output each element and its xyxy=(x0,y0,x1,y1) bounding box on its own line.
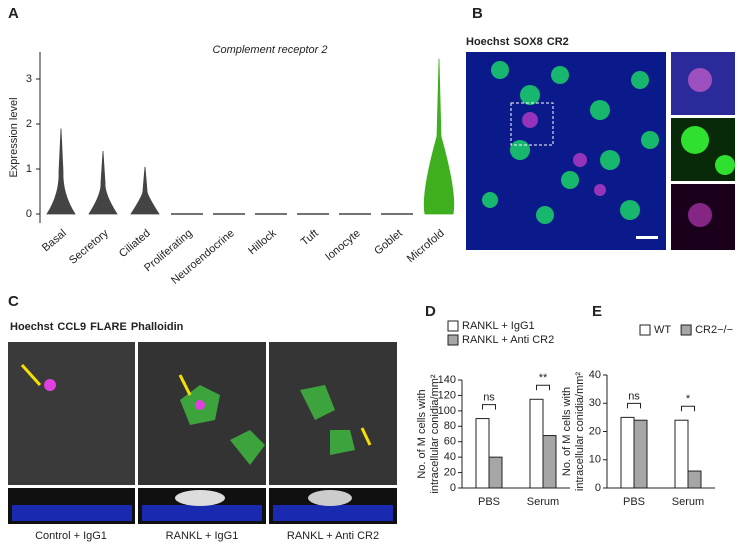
legend-text: Hoechst xyxy=(466,36,510,48)
caption: Control + IgG1 xyxy=(35,530,107,542)
y-tick-label: 40 xyxy=(589,369,601,381)
y-axis-label: intracellular conidia/mm² xyxy=(429,374,441,494)
legend-label: CR2−/− xyxy=(695,324,733,336)
scale-bar xyxy=(636,236,658,239)
x-tick-label: PBS xyxy=(478,496,500,508)
inset-cell xyxy=(681,126,709,154)
legend-swatch xyxy=(639,324,651,336)
y-axis-label: intracellular conidia/mm² xyxy=(574,372,586,492)
inset-cell xyxy=(715,155,735,175)
bar xyxy=(620,416,635,489)
y-tick-label: 30 xyxy=(589,397,601,409)
bar xyxy=(488,456,503,489)
y-tick-label: 120 xyxy=(438,389,456,401)
y-tick-label: 10 xyxy=(589,454,601,466)
bar xyxy=(529,398,544,489)
caption: RANKL + Anti CR2 xyxy=(287,530,379,542)
legend-text: Phalloidin xyxy=(131,321,184,333)
legend-text: CR2 xyxy=(547,36,569,48)
violin xyxy=(88,150,118,215)
x-tick-label: Goblet xyxy=(372,227,405,257)
x-tick-label: Ciliated xyxy=(117,227,153,260)
legend-text: Hoechst xyxy=(10,321,54,333)
inset-cell xyxy=(688,68,712,92)
y-axis-label: Expression level xyxy=(8,97,20,177)
bar xyxy=(687,470,702,489)
legend-text: SOX8 xyxy=(513,36,542,48)
legend-label: RANKL + Anti CR2 xyxy=(462,334,554,346)
x-tick-label: Serum xyxy=(527,496,559,508)
significance: ** xyxy=(539,372,548,384)
bar xyxy=(633,419,648,489)
x-tick-label: Basal xyxy=(40,227,69,254)
y-axis-label: No. of M cells with xyxy=(561,387,573,476)
x-tick-label: Hillock xyxy=(246,227,279,257)
significance: ns xyxy=(483,391,495,403)
y-tick-label: 140 xyxy=(438,374,456,386)
legend-swatch xyxy=(447,334,459,346)
violin xyxy=(423,58,455,215)
y-tick-label: 0 xyxy=(595,482,601,494)
y-tick-label: 60 xyxy=(444,436,456,448)
y-tick-label: 1 xyxy=(26,163,32,175)
y-tick-label: 80 xyxy=(444,420,456,432)
x-tick-label: Tuft xyxy=(299,227,321,248)
y-tick-label: 20 xyxy=(444,466,456,478)
legend-text: CCL9 xyxy=(57,321,86,333)
legend-swatch xyxy=(447,320,459,332)
x-tick-label: Ionocyte xyxy=(323,227,363,263)
legend-label: RANKL + IgG1 xyxy=(462,320,535,332)
significance-bracket xyxy=(536,384,550,391)
image-cr2 xyxy=(522,112,606,196)
caption: RANKL + IgG1 xyxy=(166,530,239,542)
legend-swatch xyxy=(680,324,692,336)
y-tick-label: 3 xyxy=(26,73,32,85)
x-tick-label: Secretory xyxy=(67,227,111,267)
significance: ns xyxy=(628,390,640,402)
panel-label: D xyxy=(425,303,436,320)
panel-label: C xyxy=(8,293,19,310)
bar xyxy=(475,418,490,489)
significance: * xyxy=(686,393,691,405)
bar xyxy=(542,435,557,489)
bar xyxy=(674,419,689,489)
panel-label: B xyxy=(472,5,483,22)
x-tick-label: PBS xyxy=(623,496,645,508)
legend-label: WT xyxy=(654,324,671,336)
inset-cell xyxy=(688,203,712,227)
inset-box xyxy=(510,102,554,146)
y-tick-label: 20 xyxy=(589,425,601,437)
x-tick-label: Microfold xyxy=(405,227,447,265)
chart-title: Complement receptor 2 xyxy=(213,44,328,56)
y-axis-label: No. of M cells with xyxy=(416,389,428,478)
y-tick-label: 100 xyxy=(438,405,456,417)
violin xyxy=(130,166,160,215)
legend-text: FLARE xyxy=(90,321,127,333)
y-tick-label: 0 xyxy=(26,208,32,220)
violin xyxy=(46,128,76,215)
significance-bracket xyxy=(627,402,641,409)
x-tick-label: Serum xyxy=(672,496,704,508)
panel-label: E xyxy=(592,303,602,320)
significance-bracket xyxy=(681,405,695,412)
image-c xyxy=(8,342,397,524)
y-tick-label: 0 xyxy=(450,482,456,494)
y-tick-label: 2 xyxy=(26,118,32,130)
image-cells xyxy=(482,61,659,224)
panel-label: A xyxy=(8,5,19,22)
significance-bracket xyxy=(482,404,496,410)
y-tick-label: 40 xyxy=(444,451,456,463)
